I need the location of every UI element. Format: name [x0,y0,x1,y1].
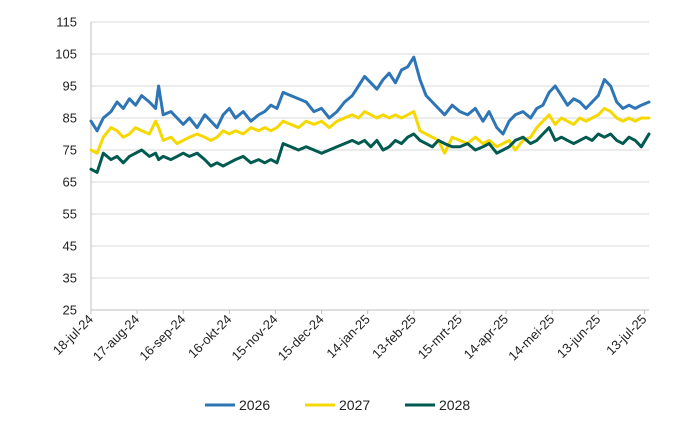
y-tick-label: 25 [63,303,77,318]
x-tick-label: 18-jul-24 [50,312,96,358]
series-line-2027 [89,106,651,155]
x-tick-label: 13-jun-25 [554,312,603,361]
y-axis-tick-labels: 25 35 45 55 65 75 85 95 105 115 [55,15,77,318]
x-tick-label: 16-okt-24 [185,312,234,361]
series-lines [89,55,651,174]
y-tick-label: 115 [56,15,77,30]
legend-label-2026: 2026 [239,397,270,413]
legend-label-2028: 2028 [439,397,470,413]
series-line-2026 [89,55,651,136]
y-tick-label: 35 [63,271,77,286]
x-tick-label: 14-apr-25 [461,312,511,362]
legend: 2026 2027 2028 [205,397,470,413]
y-tick-label: 45 [63,239,77,254]
x-tick-label: 13-jul-25 [603,312,649,358]
gridlines [91,21,649,279]
y-tick-label: 105 [55,47,77,62]
x-tick-label: 17-aug-24 [90,312,143,365]
y-tick-label: 75 [63,143,77,158]
axes [90,22,649,314]
y-tick-label: 55 [63,207,77,222]
x-axis-tick-labels: 18-jul-2417-aug-2416-sep-2416-okt-2415-n… [50,312,650,365]
x-tick-label: 13-feb-25 [369,312,419,362]
y-tick-label: 95 [63,79,77,94]
x-tick-label: 16-sep-24 [136,312,188,364]
y-tick-label: 85 [63,111,77,126]
legend-label-2027: 2027 [339,397,370,413]
x-tick-label: 15-mrt-25 [415,312,465,362]
x-tick-label: 14-jan-25 [323,312,372,361]
x-tick-label: 15-dec-24 [275,312,327,364]
x-tick-label: 15-nov-24 [229,312,281,364]
series-line-2028 [89,126,651,174]
x-tick-label: 14-mei-25 [505,312,557,364]
y-tick-label: 65 [63,175,77,190]
